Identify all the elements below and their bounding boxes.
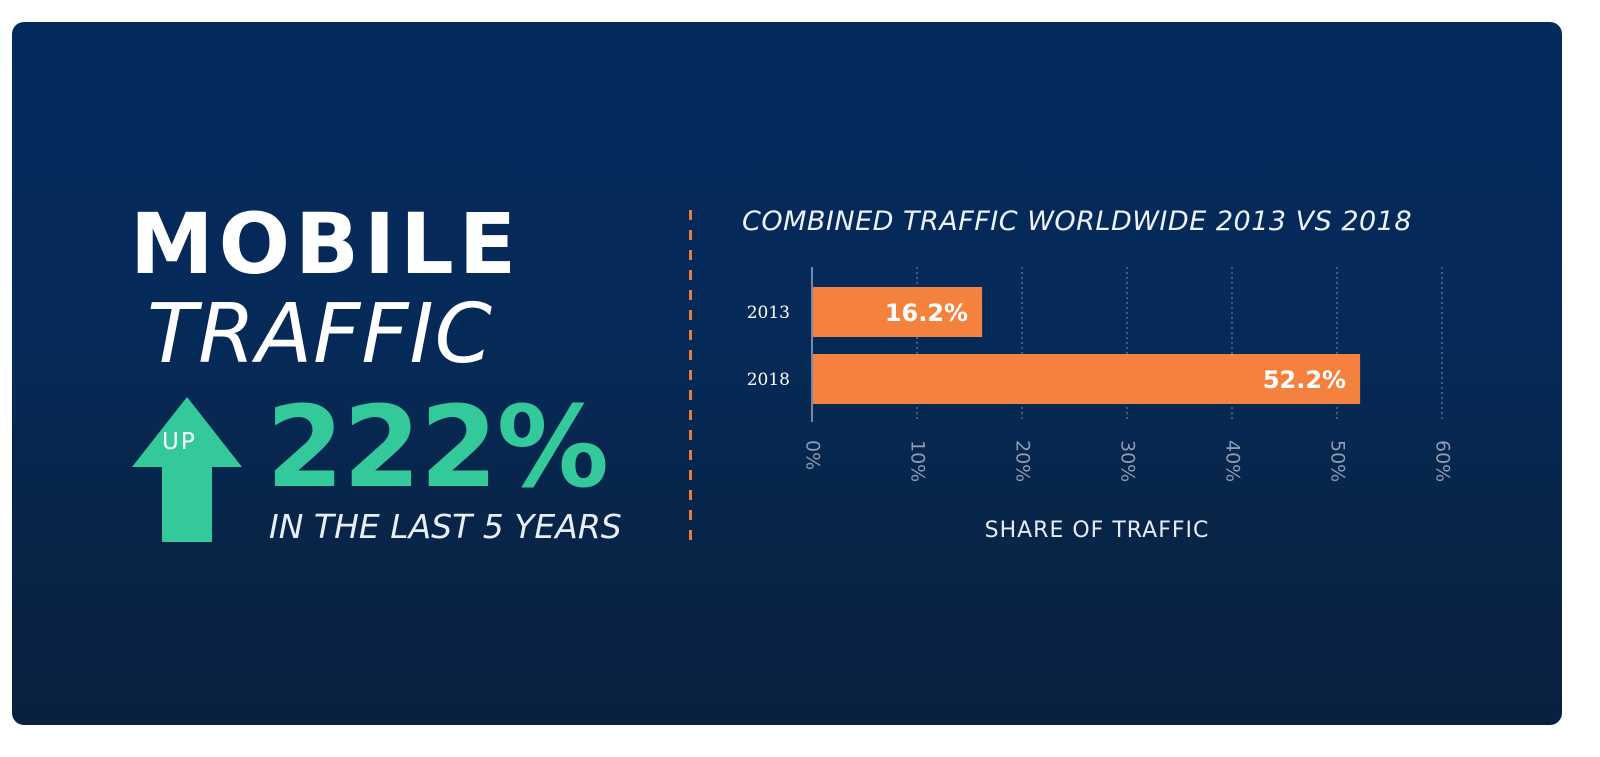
infographic-card: MOBILE TRAFFIC UP 222% IN THE LAST 5 YEA… [12, 22, 1562, 725]
x-tick-label: 40% [1222, 440, 1244, 482]
dashed-divider [689, 210, 692, 542]
bar-2013 [813, 287, 983, 337]
x-tick-label: 20% [1012, 440, 1034, 482]
x-tick-label: 60% [1432, 440, 1454, 482]
x-tick-label: 30% [1117, 440, 1139, 482]
growth-percentage: 222% [266, 383, 609, 513]
x-tick-label: 0% [802, 440, 824, 470]
arrow-up-label: UP [162, 429, 197, 455]
x-tick-label: 50% [1327, 440, 1349, 482]
bar-chart: 16.2% 2013 52.2% 2018 0% 10% 20% 30% 40% 50% 60% SH… [747, 267, 1454, 543]
growth-subtitle: IN THE LAST 5 YEARS [269, 507, 622, 546]
bar-2018 [813, 354, 1361, 404]
x-axis-label: SHARE OF TRAFFIC [985, 518, 1210, 543]
bar-value-label: 52.2% [1263, 366, 1346, 394]
bar-value-label: 16.2% [885, 299, 968, 327]
category-label: 2013 [747, 303, 790, 323]
category-label: 2018 [747, 370, 790, 390]
headline-mobile: MOBILE [130, 195, 522, 293]
up-arrow-icon [132, 397, 242, 542]
headline-traffic: TRAFFIC [147, 287, 493, 382]
chart-title: COMBINED TRAFFIC WORLDWIDE 2013 VS 2018 [742, 206, 1413, 237]
x-tick-label: 10% [907, 440, 929, 482]
